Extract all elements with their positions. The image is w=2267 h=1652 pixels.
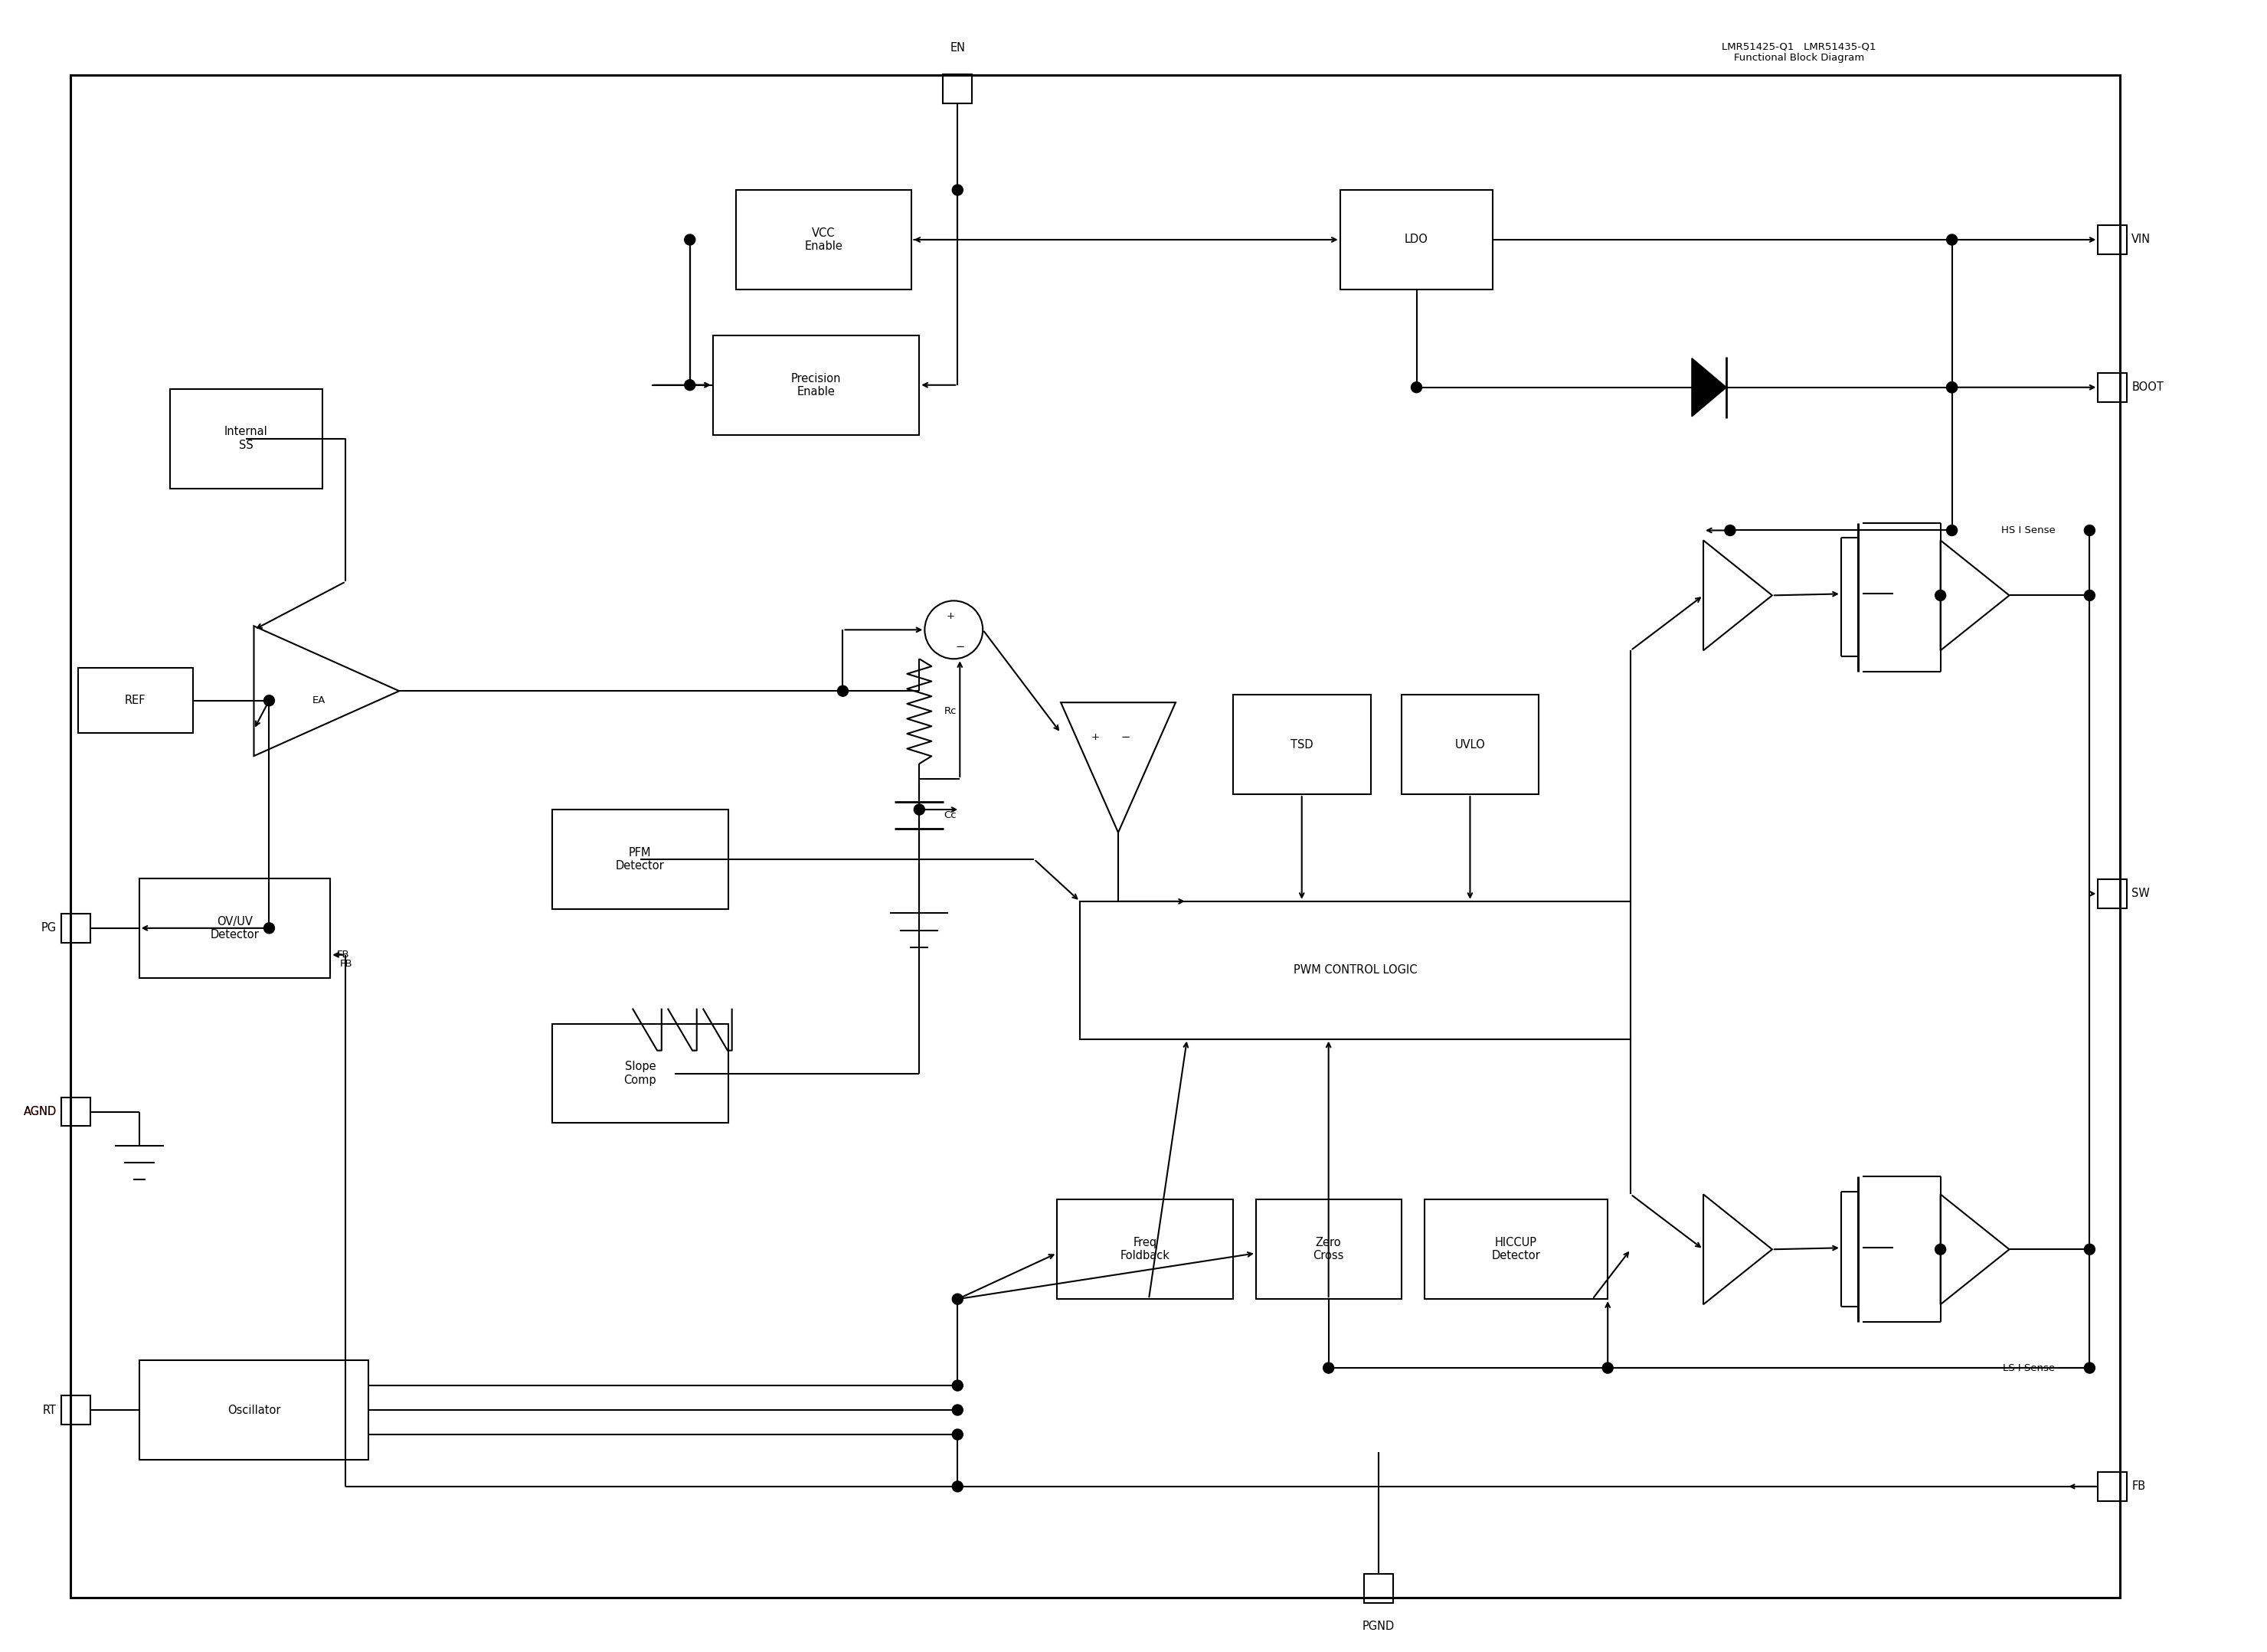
Circle shape xyxy=(1947,382,1956,393)
Text: FB: FB xyxy=(336,950,349,960)
Circle shape xyxy=(1947,235,1956,244)
Circle shape xyxy=(952,1482,963,1492)
Circle shape xyxy=(952,1404,963,1416)
Text: LMR51425-Q1   LMR51435-Q1
Functional Block Diagram: LMR51425-Q1 LMR51435-Q1 Functional Block… xyxy=(1723,41,1877,63)
Bar xyxy=(61,1396,91,1424)
Text: Rc: Rc xyxy=(943,707,957,717)
Text: Internal
SS: Internal SS xyxy=(224,426,268,451)
Bar xyxy=(2097,373,2126,401)
Circle shape xyxy=(685,380,696,390)
Text: PFM
Detector: PFM Detector xyxy=(617,847,664,872)
Text: Freq
Foldback: Freq Foldback xyxy=(1120,1237,1170,1262)
Bar xyxy=(943,74,973,104)
Circle shape xyxy=(914,805,925,814)
Circle shape xyxy=(685,235,696,244)
Bar xyxy=(1340,190,1494,289)
Text: EN: EN xyxy=(950,43,966,55)
Circle shape xyxy=(1936,590,1945,601)
Text: Precision
Enable: Precision Enable xyxy=(791,373,841,398)
Bar xyxy=(61,1097,91,1127)
Text: −: − xyxy=(1122,732,1131,743)
Bar xyxy=(77,667,193,733)
Text: +: + xyxy=(1090,732,1099,742)
Circle shape xyxy=(1324,1363,1333,1373)
Bar xyxy=(138,1360,370,1460)
Text: PGND: PGND xyxy=(1362,1621,1394,1632)
Text: LS I Sense: LS I Sense xyxy=(2004,1363,2056,1373)
Bar xyxy=(1365,1574,1392,1602)
Bar xyxy=(2097,879,2126,909)
Circle shape xyxy=(263,695,274,705)
Bar xyxy=(138,879,331,978)
Text: VIN: VIN xyxy=(2131,235,2151,246)
Circle shape xyxy=(952,1429,963,1441)
Circle shape xyxy=(1947,525,1956,535)
Circle shape xyxy=(2083,1363,2095,1373)
Bar xyxy=(737,190,911,289)
Circle shape xyxy=(837,686,848,697)
Bar xyxy=(2097,1472,2126,1502)
Text: UVLO: UVLO xyxy=(1455,738,1485,750)
Text: REF: REF xyxy=(125,695,145,707)
Circle shape xyxy=(1725,525,1737,535)
Circle shape xyxy=(952,1294,963,1305)
Bar xyxy=(712,335,920,434)
Polygon shape xyxy=(1691,358,1725,416)
Text: AGND: AGND xyxy=(23,1105,57,1117)
Text: LDO: LDO xyxy=(1406,235,1428,246)
Circle shape xyxy=(1410,382,1421,393)
Text: EA: EA xyxy=(313,695,326,705)
Circle shape xyxy=(263,923,274,933)
Circle shape xyxy=(2083,525,2095,535)
Text: PWM CONTROL LOGIC: PWM CONTROL LOGIC xyxy=(1294,965,1417,976)
Text: −: − xyxy=(954,641,963,653)
Text: OV/UV
Detector: OV/UV Detector xyxy=(211,915,258,940)
Bar xyxy=(61,914,91,943)
Bar xyxy=(553,809,728,909)
Text: Cc: Cc xyxy=(943,811,957,821)
Circle shape xyxy=(1947,382,1956,393)
Bar xyxy=(1056,1199,1233,1298)
Bar xyxy=(2097,225,2126,254)
Text: FB: FB xyxy=(2131,1480,2145,1492)
Bar xyxy=(1233,695,1372,795)
Text: Slope
Comp: Slope Comp xyxy=(623,1061,657,1085)
Bar xyxy=(1424,1199,1607,1298)
Circle shape xyxy=(952,1379,963,1391)
Circle shape xyxy=(2083,590,2095,601)
Circle shape xyxy=(2083,1244,2095,1256)
Bar xyxy=(553,1024,728,1123)
Text: Oscillator: Oscillator xyxy=(227,1404,281,1416)
Text: HICCUP
Detector: HICCUP Detector xyxy=(1492,1237,1539,1262)
Text: AGND: AGND xyxy=(23,1105,57,1117)
Bar xyxy=(170,388,322,489)
Text: HS I Sense: HS I Sense xyxy=(2002,525,2056,535)
Text: SW: SW xyxy=(2131,887,2149,899)
Circle shape xyxy=(952,185,963,195)
Text: VCC
Enable: VCC Enable xyxy=(805,228,843,253)
Text: RT: RT xyxy=(43,1404,57,1416)
Bar xyxy=(1256,1199,1401,1298)
Bar xyxy=(1401,695,1539,795)
Text: +: + xyxy=(948,611,954,621)
Bar xyxy=(1079,902,1630,1039)
Text: TSD: TSD xyxy=(1290,738,1313,750)
Text: FB: FB xyxy=(340,958,351,968)
Circle shape xyxy=(1936,1244,1945,1256)
Circle shape xyxy=(1603,1363,1614,1373)
Text: BOOT: BOOT xyxy=(2131,382,2163,393)
Text: PG: PG xyxy=(41,922,57,933)
Text: Zero
Cross: Zero Cross xyxy=(1313,1237,1344,1262)
